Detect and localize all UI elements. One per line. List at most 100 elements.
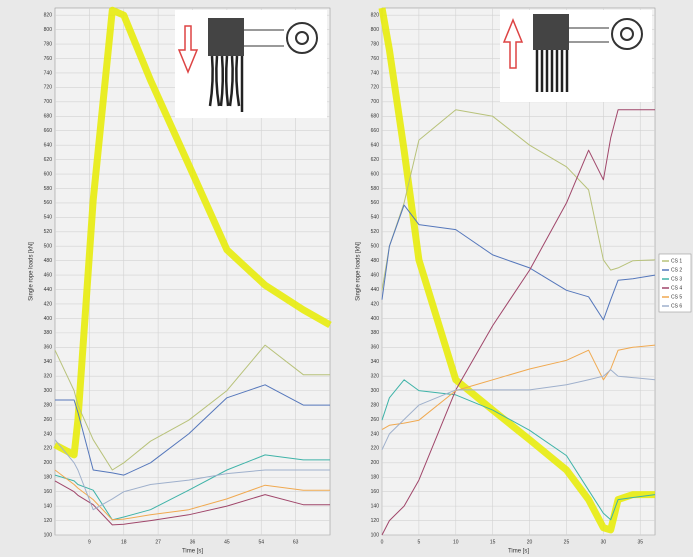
y-axis-label: Single rope loads [kN] [29, 242, 35, 301]
x-tick-label: 10 [453, 539, 459, 545]
y-tick-label: 700 [44, 99, 53, 105]
y-tick-label: 340 [371, 359, 380, 365]
y-tick-label: 140 [44, 503, 53, 509]
y-tick-label: 240 [44, 431, 53, 437]
y-tick-label: 180 [371, 475, 380, 481]
y-tick-label: 160 [371, 489, 380, 495]
legend-label: CS 6 [671, 303, 682, 309]
x-tick-label: 27 [155, 539, 161, 545]
y-tick-label: 500 [371, 244, 380, 250]
y-tick-label: 300 [44, 388, 53, 394]
y-tick-label: 520 [44, 229, 53, 235]
y-tick-label: 800 [371, 27, 380, 33]
y-tick-label: 740 [371, 70, 380, 76]
ropes [537, 50, 567, 92]
y-tick-label: 180 [44, 475, 53, 481]
legend-label: CS 3 [671, 276, 682, 282]
y-tick-label: 540 [371, 215, 380, 221]
legend-label: CS 2 [671, 267, 682, 273]
y-tick-label: 720 [44, 85, 53, 91]
y-tick-label: 320 [371, 374, 380, 380]
y-tick-label: 820 [44, 13, 53, 19]
y-tick-label: 200 [44, 460, 53, 466]
y-tick-label: 660 [371, 128, 380, 134]
x-tick-label: 35 [637, 539, 643, 545]
y-tick-label: 320 [44, 374, 53, 380]
y-tick-label: 220 [371, 446, 380, 452]
y-tick-label: 380 [44, 330, 53, 336]
y-tick-label: 480 [371, 258, 380, 264]
y-tick-label: 740 [44, 70, 53, 76]
y-tick-label: 580 [371, 186, 380, 192]
x-tick-label: 54 [258, 539, 264, 545]
y-tick-label: 360 [371, 345, 380, 351]
legend-label: CS 5 [671, 294, 682, 300]
y-tick-label: 520 [371, 229, 380, 235]
legend-label: CS 4 [671, 285, 682, 291]
y-tick-label: 100 [371, 532, 380, 538]
inset-bg [175, 10, 327, 118]
y-tick-label: 640 [44, 142, 53, 148]
y-tick-label: 280 [371, 402, 380, 408]
y-tick-label: 500 [44, 244, 53, 250]
x-tick-label: 63 [293, 539, 299, 545]
y-tick-label: 680 [371, 114, 380, 120]
y-tick-label: 540 [44, 215, 53, 221]
y-tick-label: 760 [371, 56, 380, 62]
x-tick-label: 30 [601, 539, 607, 545]
y-tick-label: 300 [371, 388, 380, 394]
x-tick-label: 9 [88, 539, 91, 545]
y-tick-label: 560 [44, 200, 53, 206]
y-tick-label: 680 [44, 114, 53, 120]
clamp [533, 14, 569, 50]
y-tick-label: 420 [371, 301, 380, 307]
y-tick-label: 240 [371, 431, 380, 437]
y-tick-label: 580 [44, 186, 53, 192]
x-tick-label: 18 [121, 539, 127, 545]
y-tick-label: 220 [44, 446, 53, 452]
y-tick-label: 560 [371, 200, 380, 206]
y-tick-label: 600 [44, 171, 53, 177]
y-tick-label: 600 [371, 171, 380, 177]
y-tick-label: 460 [44, 272, 53, 278]
y-tick-label: 120 [371, 518, 380, 524]
x-axis-label: Time [s] [508, 549, 529, 555]
y-tick-label: 200 [371, 460, 380, 466]
y-tick-label: 420 [44, 301, 53, 307]
y-tick-label: 440 [371, 287, 380, 293]
y-tick-label: 160 [44, 489, 53, 495]
y-tick-label: 780 [44, 41, 53, 47]
y-tick-label: 380 [371, 330, 380, 336]
y-tick-label: 140 [371, 503, 380, 509]
inset-bg [500, 10, 652, 102]
x-tick-label: 0 [381, 539, 384, 545]
inset-left [175, 10, 327, 118]
y-tick-label: 440 [44, 287, 53, 293]
y-tick-label: 620 [44, 157, 53, 163]
y-tick-label: 480 [44, 258, 53, 264]
y-tick-label: 260 [371, 417, 380, 423]
y-tick-label: 820 [371, 13, 380, 19]
y-tick-label: 340 [44, 359, 53, 365]
x-tick-label: 45 [224, 539, 230, 545]
y-tick-label: 640 [371, 142, 380, 148]
y-tick-label: 720 [371, 85, 380, 91]
y-tick-label: 120 [44, 518, 53, 524]
y-tick-label: 400 [44, 316, 53, 322]
y-tick-label: 400 [371, 316, 380, 322]
y-tick-label: 800 [44, 27, 53, 33]
y-tick-label: 360 [44, 345, 53, 351]
y-tick-label: 780 [371, 41, 380, 47]
y-tick-label: 660 [44, 128, 53, 134]
charts: 1001201401601802002202402602803003203403… [0, 0, 693, 557]
x-tick-label: 36 [190, 539, 196, 545]
y-tick-label: 280 [44, 402, 53, 408]
clamp [208, 18, 244, 56]
x-tick-label: 20 [527, 539, 533, 545]
legend-label: CS 1 [671, 258, 682, 264]
y-tick-label: 460 [371, 272, 380, 278]
y-tick-label: 700 [371, 99, 380, 105]
x-tick-label: 15 [490, 539, 496, 545]
x-axis-label: Time [s] [182, 549, 203, 555]
x-tick-label: 5 [418, 539, 421, 545]
